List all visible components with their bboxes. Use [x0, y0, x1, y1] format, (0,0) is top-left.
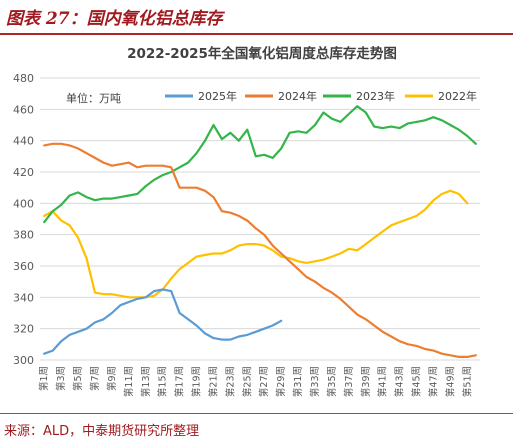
- x-tick-label: 第35周: [326, 366, 338, 397]
- x-tick-label: 第31周: [292, 366, 304, 397]
- series-line: [43, 189, 469, 299]
- legend: 2025年 2024年 2023年 2022年: [165, 89, 477, 103]
- line-chart: 2022-2025年全国氧化铝周度总库存走势图 300 320 340 360 380 4…: [13, 45, 480, 397]
- series-line: [43, 142, 477, 358]
- x-tick-label: 第41周: [377, 366, 389, 397]
- series-line: [43, 105, 477, 224]
- source-note: 来源：ALD，中泰期货研究所整理: [4, 424, 200, 439]
- legend-label: 2023年: [356, 89, 395, 103]
- x-tick-label: 第51周: [461, 366, 473, 397]
- x-tick-label: 第39周: [360, 366, 372, 397]
- y-tick-label: 340: [13, 291, 34, 304]
- x-tick-label: 第23周: [224, 366, 236, 397]
- y-axis-ticks: 300 320 340 360 380 400 420 440 460 480: [13, 72, 34, 367]
- x-tick-label: 第27周: [258, 366, 270, 397]
- x-tick-label: 第3周: [55, 366, 67, 391]
- footer-divider: [0, 413, 513, 414]
- x-tick-label: 第47周: [427, 366, 439, 397]
- x-tick-label: 第9周: [106, 366, 118, 391]
- figure-title: 图表 27：国内氧化铝总库存: [6, 9, 223, 29]
- y-tick-label: 380: [13, 229, 34, 242]
- x-tick-label: 第13周: [140, 366, 152, 397]
- legend-label: 2025年: [198, 89, 237, 103]
- x-tick-label: 第29周: [275, 366, 287, 397]
- unit-label: 单位：万吨: [66, 91, 121, 105]
- x-tick-label: 第11周: [123, 366, 135, 397]
- y-tick-label: 480: [13, 72, 34, 85]
- legend-label: 2022年: [438, 89, 477, 103]
- y-tick-label: 460: [13, 103, 34, 116]
- gridlines: [40, 77, 480, 361]
- x-tick-label: 第15周: [157, 366, 169, 397]
- x-tick-label: 第37周: [343, 366, 355, 397]
- series-lines: [43, 105, 477, 358]
- x-tick-label: 第1周: [38, 366, 50, 391]
- x-axis-ticks: 第1周 第3周 第5周 第7周 第9周 第11周 第13周 第15周 第17周 第19周 第21周第…: [38, 366, 473, 397]
- x-tick-label: 第7周: [89, 366, 101, 391]
- x-tick-label: 第43周: [394, 366, 406, 397]
- x-tick-label: 第17周: [174, 366, 186, 397]
- y-tick-label: 420: [13, 166, 34, 179]
- y-tick-label: 300: [13, 354, 34, 367]
- x-tick-label: 第21周: [207, 366, 219, 397]
- y-tick-label: 440: [13, 135, 34, 148]
- chart-title: 2022-2025年全国氧化铝周度总库存走势图: [127, 45, 397, 62]
- y-tick-label: 400: [13, 197, 34, 210]
- x-tick-label: 第45周: [411, 366, 423, 397]
- x-tick-label: 第49周: [444, 366, 456, 397]
- legend-label: 2024年: [278, 89, 317, 103]
- x-tick-label: 第19周: [191, 366, 203, 397]
- y-tick-label: 360: [13, 260, 34, 273]
- title-divider: [0, 33, 513, 35]
- y-tick-label: 320: [13, 323, 34, 336]
- x-tick-label: 第25周: [241, 366, 253, 397]
- x-tick-label: 第33周: [309, 366, 321, 397]
- series-line: [43, 288, 283, 355]
- x-tick-label: 第5周: [72, 366, 84, 391]
